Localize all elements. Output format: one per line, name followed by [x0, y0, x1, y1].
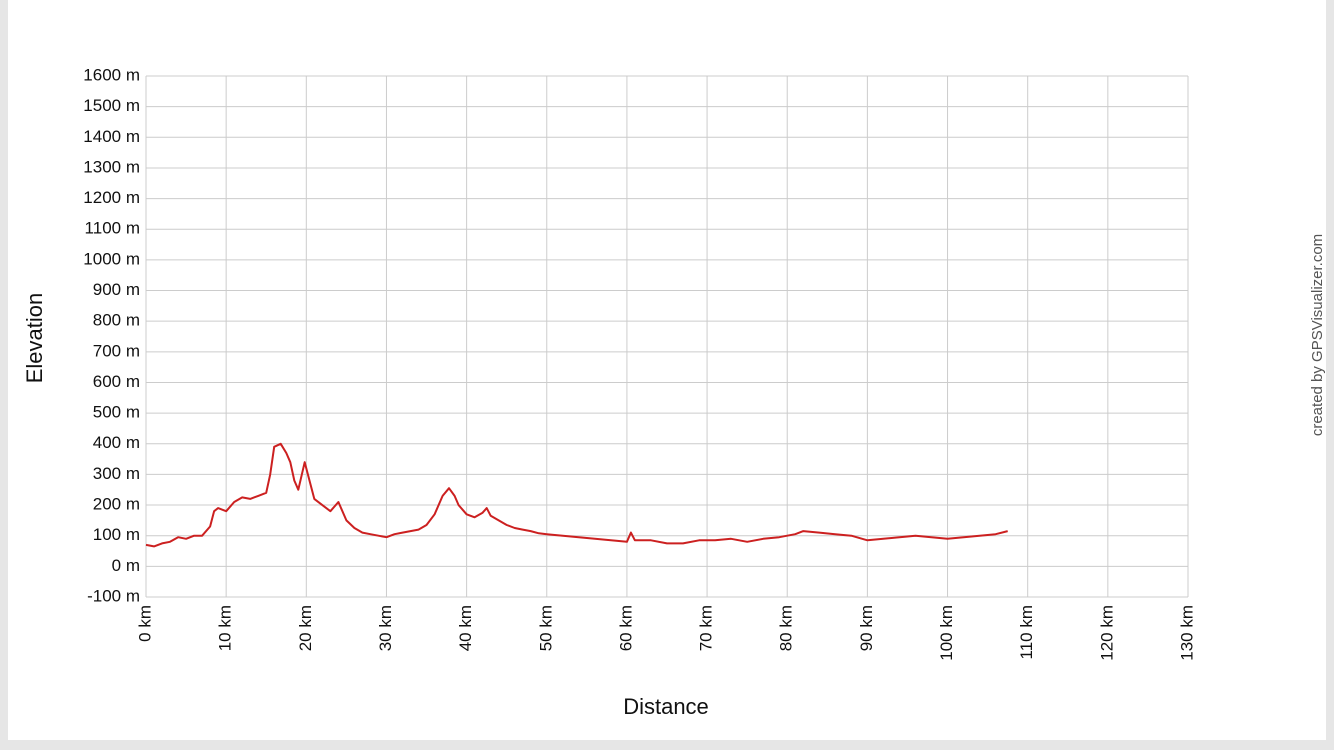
y-tick-label: 1300 m	[83, 157, 140, 176]
y-tick-label: 1100 m	[85, 219, 140, 238]
y-tick-label: 1000 m	[83, 249, 140, 268]
x-tick-label: 90 km	[857, 605, 876, 651]
x-tick-label: 110 km	[1017, 605, 1036, 660]
y-tick-label: 600 m	[93, 372, 140, 391]
y-tick-label: 400 m	[93, 433, 140, 452]
elevation-line	[145, 442, 1008, 548]
card	[8, 0, 1326, 740]
y-tick-label: -100 m	[87, 586, 140, 605]
credit: created by GPSVisualizer.com	[1309, 234, 1326, 436]
y-axis-label: Elevation	[22, 293, 47, 384]
x-tick-label: 130 km	[1177, 605, 1196, 661]
x-tick-label: 120 km	[1097, 605, 1116, 661]
y-tick-label: 1400 m	[83, 127, 140, 146]
x-tick-label: 30 km	[376, 605, 395, 651]
y-tick-label: 100 m	[93, 525, 140, 544]
x-tick-label: 80 km	[777, 605, 796, 651]
x-axis-label: Distance	[623, 694, 709, 719]
y-tick-label: 500 m	[93, 403, 140, 422]
x-tick-label: 20 km	[296, 605, 315, 651]
y-tick-label: 0 m	[112, 556, 140, 575]
y-tick-label: 1600 m	[83, 65, 140, 84]
x-tick-label: 70 km	[697, 605, 716, 651]
x-tick-label: 60 km	[616, 605, 635, 651]
y-tick-label: 900 m	[93, 280, 140, 299]
x-tick-label: 40 km	[456, 605, 475, 651]
y-tick-label: 1200 m	[83, 188, 140, 207]
y-tick-label: 1500 m	[83, 96, 140, 115]
x-tick-label: 0 km	[135, 605, 154, 642]
x-tick-label: 100 km	[937, 605, 956, 661]
y-tick-label: 200 m	[93, 495, 140, 514]
y-tick-label: 700 m	[93, 341, 140, 360]
y-tick-label: 300 m	[93, 464, 140, 483]
x-tick-label: 10 km	[216, 605, 235, 651]
x-tick-label: 50 km	[536, 605, 555, 651]
y-tick-label: 800 m	[93, 311, 140, 330]
